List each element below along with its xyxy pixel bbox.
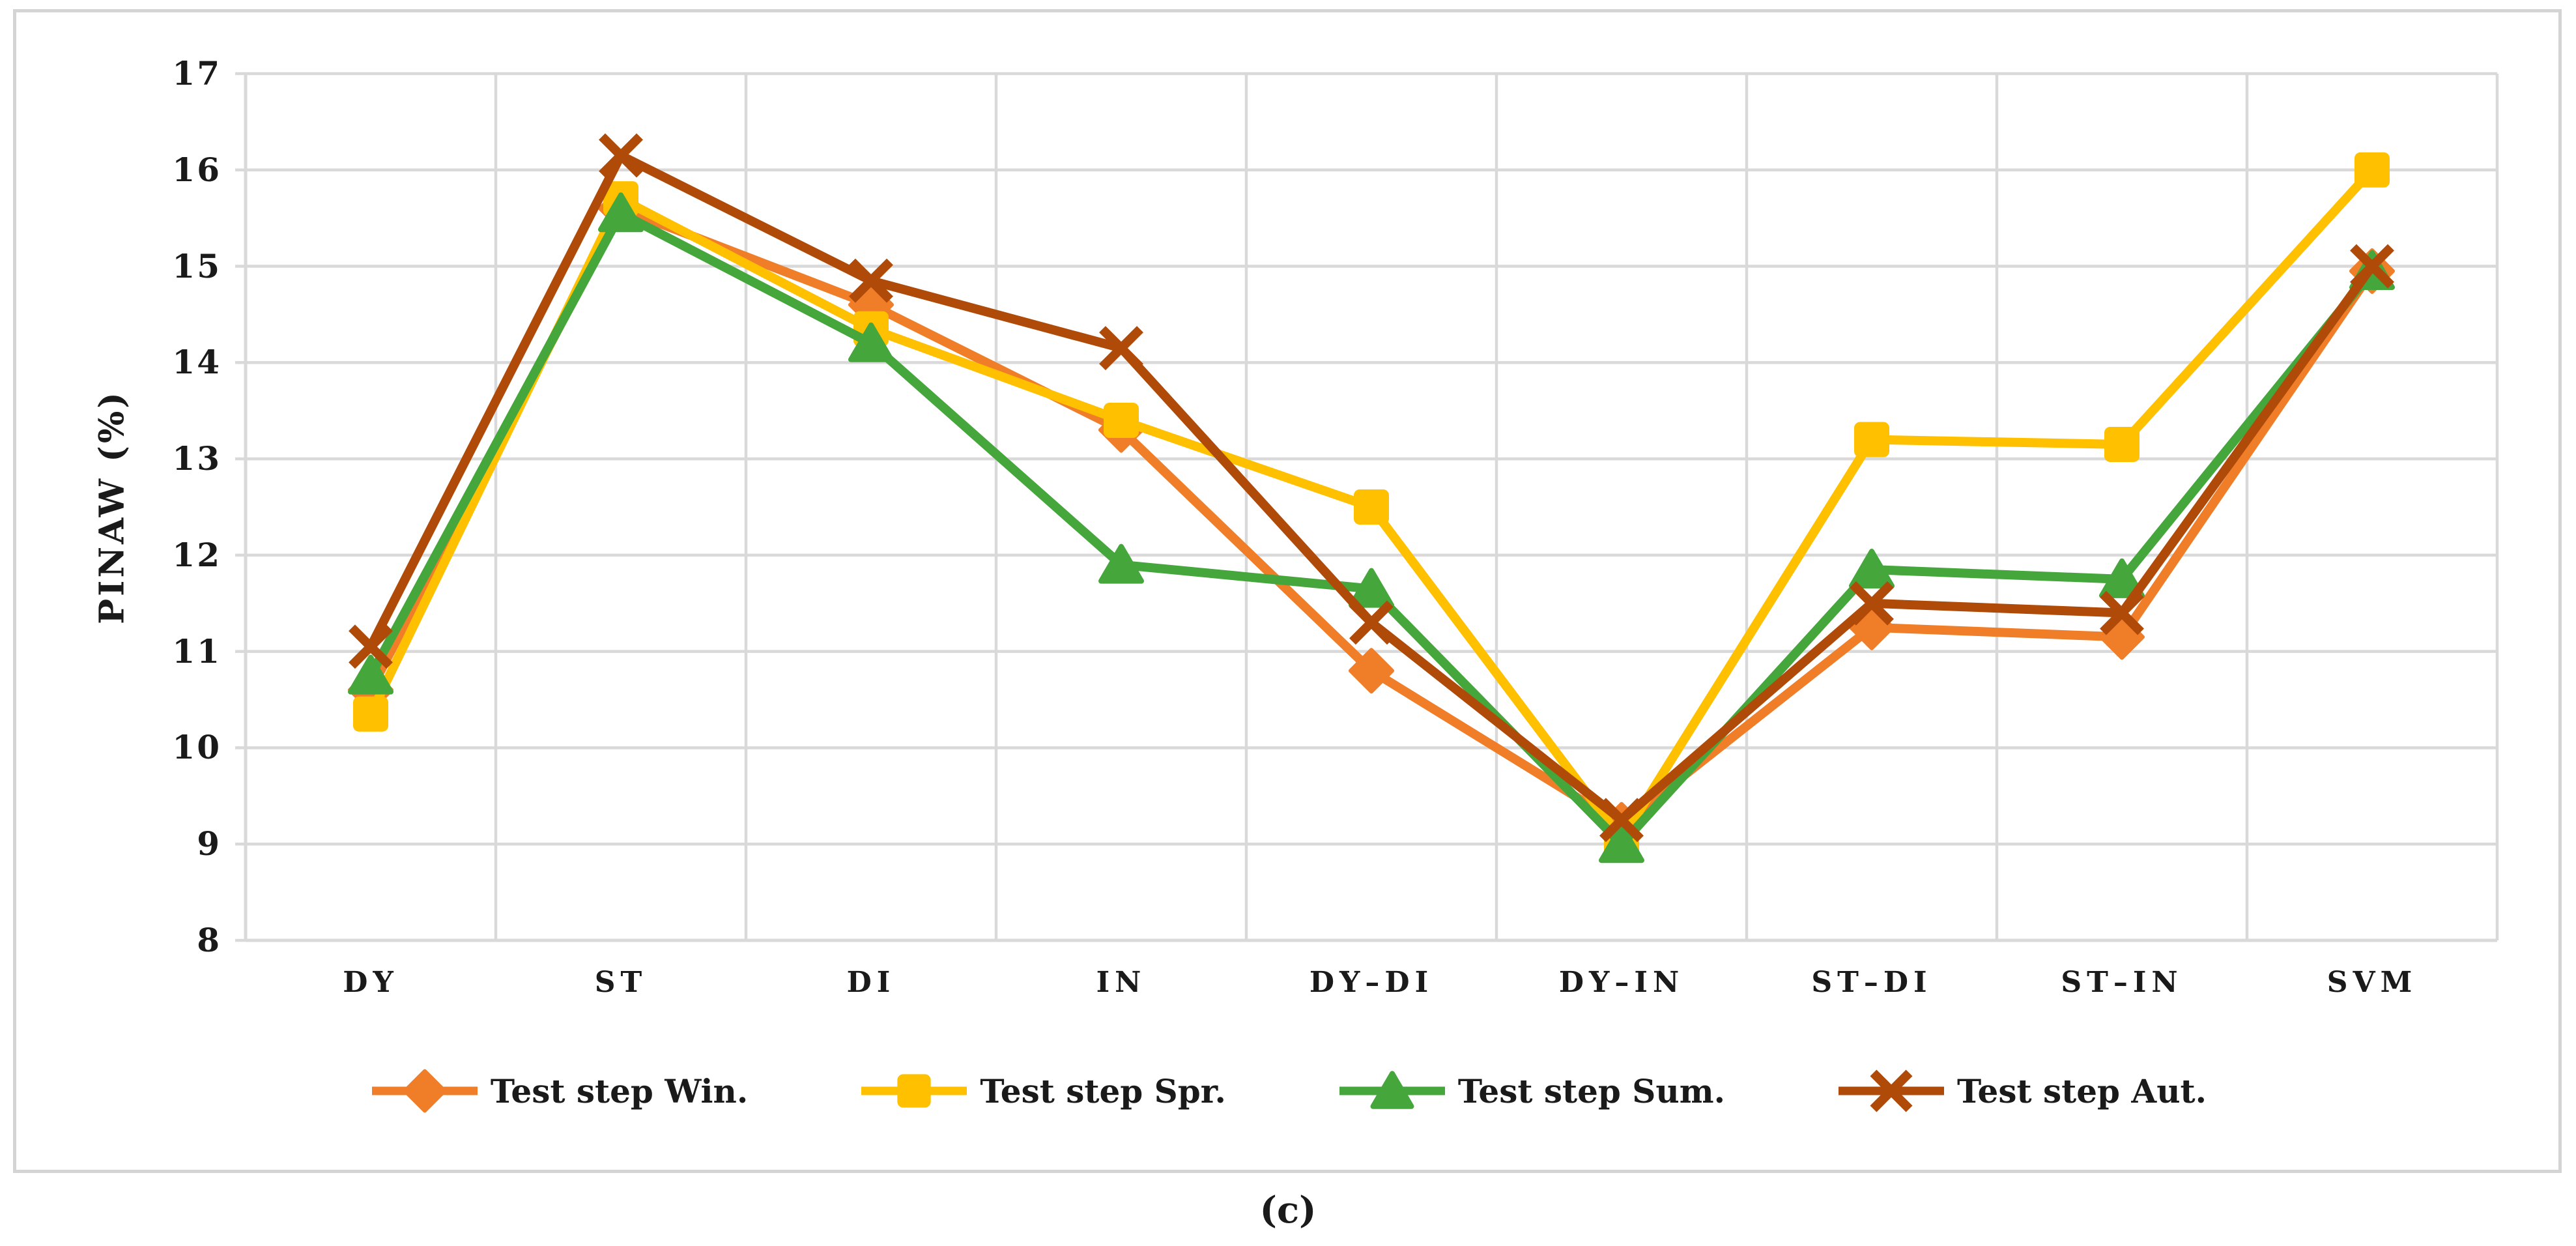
y-tick-label-17: 17 [172, 54, 222, 93]
series-test-step-aut [349, 133, 2394, 843]
figure-caption: (c) [1259, 1189, 1317, 1232]
legend-label: Test step Spr. [980, 1071, 1226, 1110]
series-test-step-spr [353, 152, 2390, 857]
x-category-label-4: IN [1096, 966, 1147, 999]
legend-key-x-marker [1839, 1069, 1945, 1112]
x-category-label-7: ST–DI [1811, 966, 1932, 999]
x-category-label-8: ST–IN [2061, 966, 2183, 999]
x-category-label-9: SVM [2326, 966, 2418, 999]
legend-item-test-step-sum: Test step Sum. [1337, 1067, 1725, 1114]
y-tick-label-10: 10 [172, 728, 222, 767]
y-axis-title: PINAW (%) [92, 390, 132, 624]
x-category-label-1: DY [343, 966, 399, 999]
gridlines [235, 72, 2499, 942]
legend-label: Test step Sum. [1457, 1071, 1726, 1110]
legend-key-triangle-marker [1339, 1071, 1445, 1109]
y-tick-label-14: 14 [172, 343, 222, 382]
legend-label: Test step Aut. [1957, 1071, 2207, 1110]
y-tick-label-16: 16 [172, 150, 222, 189]
legend-item-test-step-aut: Test step Aut. [1836, 1067, 2207, 1114]
series-test-step-sum [348, 192, 2395, 863]
y-tick-label-9: 9 [197, 824, 222, 863]
y-tick-label-15: 15 [172, 246, 222, 285]
legend-key-square-marker [861, 1074, 967, 1108]
legend-key-diamond-marker [371, 1069, 478, 1113]
x-category-label-2: ST [594, 966, 648, 999]
y-tick-label-13: 13 [172, 439, 222, 478]
chart-legend: Test step Win. Test step Spr. Test step Su… [0, 1067, 2576, 1114]
legend-item-test-step-spr: Test step Spr. [859, 1067, 1226, 1114]
legend-item-test-step-win: Test step Win. [369, 1067, 748, 1114]
y-tick-label-8: 8 [197, 921, 222, 959]
x-category-label-5: DY–DI [1309, 966, 1434, 999]
figure-frame [13, 9, 2562, 1173]
x-category-label-6: DY–IN [1558, 966, 1685, 999]
x-category-label-3: DI [846, 966, 896, 999]
legend-label: Test step Win. [490, 1071, 749, 1110]
y-tick-label-11: 11 [172, 631, 222, 671]
y-tick-label-12: 12 [172, 535, 222, 574]
